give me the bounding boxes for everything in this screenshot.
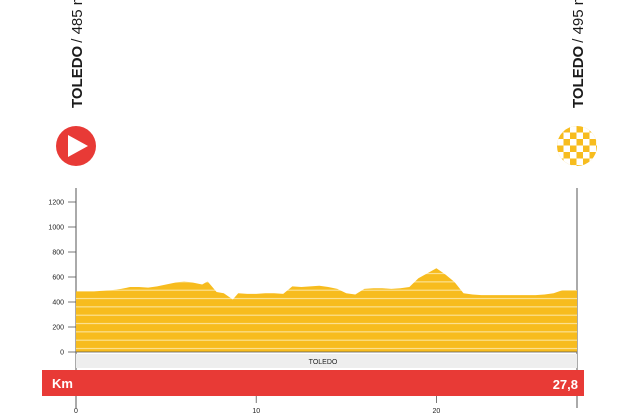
y-tick-label: 1000 <box>48 225 64 232</box>
start-place: TOLEDO <box>69 45 86 108</box>
finish-checkered-flag-icon <box>557 126 597 166</box>
checker-square <box>589 132 596 139</box>
checker-square <box>563 145 570 152</box>
finish-icon-checkers <box>557 126 597 166</box>
checker-square <box>570 126 577 133</box>
finish-place: TOLEDO <box>570 45 587 108</box>
y-tick-label: 400 <box>52 300 64 307</box>
finish-altitude: / 495 m. <box>570 0 587 43</box>
checker-square <box>563 132 570 139</box>
checker-square <box>583 126 590 133</box>
checker-square <box>583 139 590 146</box>
checker-square <box>589 158 596 165</box>
checker-square <box>570 152 577 159</box>
checker-square <box>576 158 583 165</box>
checker-square <box>557 126 564 133</box>
km-bar <box>42 370 584 396</box>
y-tick-label: 200 <box>52 325 64 332</box>
checker-square <box>596 139 597 146</box>
checker-square <box>570 165 577 166</box>
y-tick-label: 0 <box>60 350 64 357</box>
x-tick-label: 10 <box>252 408 260 415</box>
elevation-area-group <box>76 268 577 353</box>
town-strip <box>76 354 577 368</box>
checker-square <box>563 158 570 165</box>
checker-square <box>596 126 597 133</box>
checker-square <box>576 132 583 139</box>
town-label: TOLEDO <box>309 359 338 366</box>
checker-square <box>557 152 564 159</box>
elevation-area <box>76 268 577 352</box>
start-icon-triangle <box>68 135 88 157</box>
checker-square <box>557 139 564 146</box>
y-tick-label: 1200 <box>48 200 64 207</box>
checker-square <box>596 165 597 166</box>
y-tick-label: 800 <box>52 250 64 257</box>
y-tick-label: 600 <box>52 275 64 282</box>
checker-square <box>557 165 564 166</box>
start-altitude: / 485 m. <box>69 0 86 43</box>
checker-square <box>596 152 597 159</box>
start-location-label: TOLEDO / 485 m. <box>69 0 86 108</box>
finish-location-label: TOLEDO / 495 m. <box>570 0 587 108</box>
checker-square <box>583 152 590 159</box>
km-label: Km <box>52 376 73 391</box>
checker-square <box>570 139 577 146</box>
checker-square <box>589 145 596 152</box>
x-axis: 0 10 20 <box>74 396 440 415</box>
start-play-icon <box>56 126 96 166</box>
checker-square <box>583 165 590 166</box>
x-tick-label: 0 <box>74 408 78 415</box>
x-tick-label: 20 <box>433 408 441 415</box>
km-total: 27,8 <box>553 377 578 392</box>
y-axis: 0 200 400 600 800 1000 1200 <box>48 200 76 357</box>
checker-square <box>576 145 583 152</box>
